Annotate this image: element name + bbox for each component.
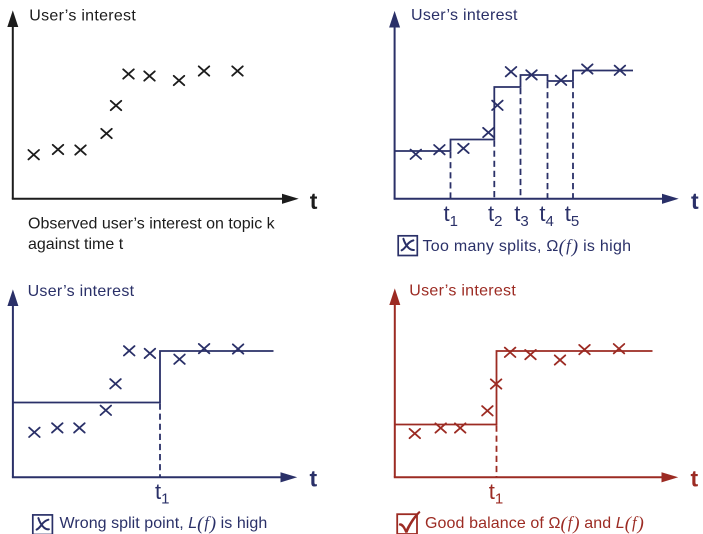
svg-text:Wrong split point, L(f) is hig: Wrong split point, L(f) is high [60, 513, 268, 534]
svg-text:against time t: against time t [28, 236, 124, 253]
svg-text:t5: t5 [565, 201, 579, 230]
svg-text:User’s interest: User’s interest [29, 8, 136, 25]
svg-text:User’s interest: User’s interest [409, 283, 516, 300]
svg-text:User’s interest: User’s interest [411, 7, 518, 24]
svg-text:t1: t1 [155, 479, 169, 508]
svg-text:t: t [691, 466, 699, 492]
svg-text:Good balance of Ω(f) and L(f): Good balance of Ω(f) and L(f) [425, 513, 644, 534]
svg-text:t1: t1 [444, 201, 458, 230]
svg-text:t: t [310, 188, 318, 214]
svg-text:Observed user’s interest on to: Observed user’s interest on topic k [28, 216, 276, 233]
svg-text:t3: t3 [514, 201, 528, 230]
svg-text:User’s interest: User’s interest [28, 283, 135, 300]
svg-text:t: t [691, 188, 699, 214]
svg-text:t: t [310, 466, 318, 492]
svg-text:t1: t1 [489, 479, 503, 508]
svg-text:t2: t2 [488, 201, 502, 230]
svg-text:t4: t4 [539, 201, 553, 230]
svg-text:Too many splits, Ω(f) is high: Too many splits, Ω(f) is high [423, 236, 632, 257]
